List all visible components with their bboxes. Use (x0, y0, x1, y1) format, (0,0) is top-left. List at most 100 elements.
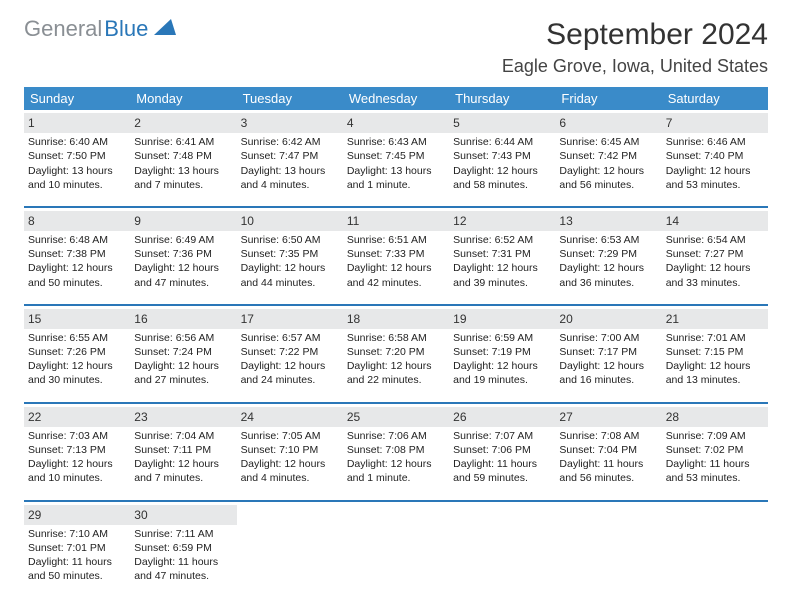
daylight-text: Daylight: 12 hours and 56 minutes. (559, 164, 657, 192)
sunrise-text: Sunrise: 6:52 AM (453, 233, 551, 247)
daylight-text: Daylight: 13 hours and 1 minute. (347, 164, 445, 192)
day-cell: 20 Sunrise: 7:00 AMSunset: 7:17 PMDayligh… (555, 306, 661, 394)
sunset-text: Sunset: 7:17 PM (559, 345, 657, 359)
sunrise-text: Sunrise: 7:07 AM (453, 429, 551, 443)
day-number: 15 (24, 309, 130, 329)
daylight-text: Daylight: 12 hours and 42 minutes. (347, 261, 445, 289)
dow-friday: Friday (555, 87, 661, 110)
day-number: 29 (24, 505, 130, 525)
daylight-text: Daylight: 11 hours and 56 minutes. (559, 457, 657, 485)
day-number: 16 (130, 309, 236, 329)
day-cell: 19Sunrise: 6:59 AMSunset: 7:19 PMDayligh… (449, 306, 555, 394)
sunset-text: Sunset: 7:08 PM (347, 443, 445, 457)
day-number: 13 (555, 211, 661, 231)
daylight-text: Daylight: 12 hours and 30 minutes. (28, 359, 126, 387)
day-cell: 2Sunrise: 6:41 AMSunset: 7:48 PMDaylight… (130, 110, 236, 198)
sunrise-text: Sunrise: 6:43 AM (347, 135, 445, 149)
day-cell (343, 502, 449, 590)
sunrise-text: Sunrise: 6:56 AM (134, 331, 232, 345)
sunrise-text: Sunrise: 6:46 AM (666, 135, 764, 149)
day-cell: 8Sunrise: 6:48 AMSunset: 7:38 PMDaylight… (24, 208, 130, 296)
sunrise-text: Sunrise: 7:09 AM (666, 429, 764, 443)
sunset-text: Sunset: 7:13 PM (28, 443, 126, 457)
day-number: 7 (662, 113, 768, 133)
sunset-text: Sunset: 7:29 PM (559, 247, 657, 261)
day-cell: 30Sunrise: 7:11 AMSunset: 6:59 PMDayligh… (130, 502, 236, 590)
daylight-text: Daylight: 12 hours and 10 minutes. (28, 457, 126, 485)
day-number: 2 (130, 113, 236, 133)
sunset-text: Sunset: 7:06 PM (453, 443, 551, 457)
day-cell: 6 Sunrise: 6:45 AMSunset: 7:42 PMDaylight… (555, 110, 661, 198)
day-number: 11 (343, 211, 449, 231)
day-cell: 28Sunrise: 7:09 AMSunset: 7:02 PMDayligh… (662, 404, 768, 492)
daylight-text: Daylight: 12 hours and 1 minute. (347, 457, 445, 485)
dow-sunday: Sunday (24, 87, 130, 110)
day-cell: 21Sunrise: 7:01 AMSunset: 7:15 PMDayligh… (662, 306, 768, 394)
logo-text-gray: General (24, 18, 102, 40)
daylight-text: Daylight: 12 hours and 27 minutes. (134, 359, 232, 387)
day-cell (662, 502, 768, 590)
sunrise-text: Sunrise: 6:45 AM (559, 135, 657, 149)
sunrise-text: Sunrise: 7:06 AM (347, 429, 445, 443)
daylight-text: Daylight: 12 hours and 36 minutes. (559, 261, 657, 289)
daylight-text: Daylight: 12 hours and 33 minutes. (666, 261, 764, 289)
day-number: 3 (237, 113, 343, 133)
daylight-text: Daylight: 13 hours and 4 minutes. (241, 164, 339, 192)
sunrise-text: Sunrise: 6:51 AM (347, 233, 445, 247)
sunset-text: Sunset: 7:35 PM (241, 247, 339, 261)
sunrise-text: Sunrise: 7:10 AM (28, 527, 126, 541)
daylight-text: Daylight: 12 hours and 16 minutes. (559, 359, 657, 387)
daylight-text: Daylight: 12 hours and 50 minutes. (28, 261, 126, 289)
day-cell: 12Sunrise: 6:52 AMSunset: 7:31 PMDayligh… (449, 208, 555, 296)
day-cell: 1Sunrise: 6:40 AMSunset: 7:50 PMDaylight… (24, 110, 130, 198)
day-number: 1 (24, 113, 130, 133)
sunrise-text: Sunrise: 7:03 AM (28, 429, 126, 443)
week-row: 8Sunrise: 6:48 AMSunset: 7:38 PMDaylight… (24, 206, 768, 296)
calendar-page: GeneralBlue September 2024 Eagle Grove, … (0, 0, 792, 607)
day-number: 5 (449, 113, 555, 133)
day-number: 9 (130, 211, 236, 231)
sunset-text: Sunset: 7:42 PM (559, 149, 657, 163)
sunrise-text: Sunrise: 7:00 AM (559, 331, 657, 345)
daylight-text: Daylight: 12 hours and 7 minutes. (134, 457, 232, 485)
day-cell: 7Sunrise: 6:46 AMSunset: 7:40 PMDaylight… (662, 110, 768, 198)
sunrise-text: Sunrise: 7:05 AM (241, 429, 339, 443)
sunrise-text: Sunrise: 7:11 AM (134, 527, 232, 541)
sunset-text: Sunset: 7:48 PM (134, 149, 232, 163)
weeks: 1Sunrise: 6:40 AMSunset: 7:50 PMDaylight… (24, 110, 768, 589)
sunset-text: Sunset: 7:26 PM (28, 345, 126, 359)
daylight-text: Daylight: 12 hours and 22 minutes. (347, 359, 445, 387)
day-number: 10 (237, 211, 343, 231)
sunrise-text: Sunrise: 7:08 AM (559, 429, 657, 443)
sunrise-text: Sunrise: 6:41 AM (134, 135, 232, 149)
sunrise-text: Sunrise: 6:57 AM (241, 331, 339, 345)
location: Eagle Grove, Iowa, United States (502, 56, 768, 77)
sunset-text: Sunset: 7:43 PM (453, 149, 551, 163)
daylight-text: Daylight: 12 hours and 44 minutes. (241, 261, 339, 289)
day-number: 21 (662, 309, 768, 329)
sunset-text: Sunset: 7:24 PM (134, 345, 232, 359)
sunset-text: Sunset: 7:33 PM (347, 247, 445, 261)
sunset-text: Sunset: 7:20 PM (347, 345, 445, 359)
sunrise-text: Sunrise: 6:53 AM (559, 233, 657, 247)
day-number: 6 (555, 113, 661, 133)
day-cell: 14Sunrise: 6:54 AMSunset: 7:27 PMDayligh… (662, 208, 768, 296)
sunset-text: Sunset: 7:38 PM (28, 247, 126, 261)
sunset-text: Sunset: 7:40 PM (666, 149, 764, 163)
sunrise-text: Sunrise: 6:44 AM (453, 135, 551, 149)
header: GeneralBlue September 2024 Eagle Grove, … (24, 18, 768, 77)
sunset-text: Sunset: 7:04 PM (559, 443, 657, 457)
day-number: 25 (343, 407, 449, 427)
day-number: 20 (555, 309, 661, 329)
sunrise-text: Sunrise: 7:01 AM (666, 331, 764, 345)
sunrise-text: Sunrise: 7:04 AM (134, 429, 232, 443)
daylight-text: Daylight: 11 hours and 59 minutes. (453, 457, 551, 485)
dow-saturday: Saturday (662, 87, 768, 110)
daylight-text: Daylight: 11 hours and 53 minutes. (666, 457, 764, 485)
daylight-text: Daylight: 13 hours and 10 minutes. (28, 164, 126, 192)
day-number: 19 (449, 309, 555, 329)
week-row: 1Sunrise: 6:40 AMSunset: 7:50 PMDaylight… (24, 110, 768, 198)
day-cell (449, 502, 555, 590)
day-number: 23 (130, 407, 236, 427)
dow-monday: Monday (130, 87, 236, 110)
